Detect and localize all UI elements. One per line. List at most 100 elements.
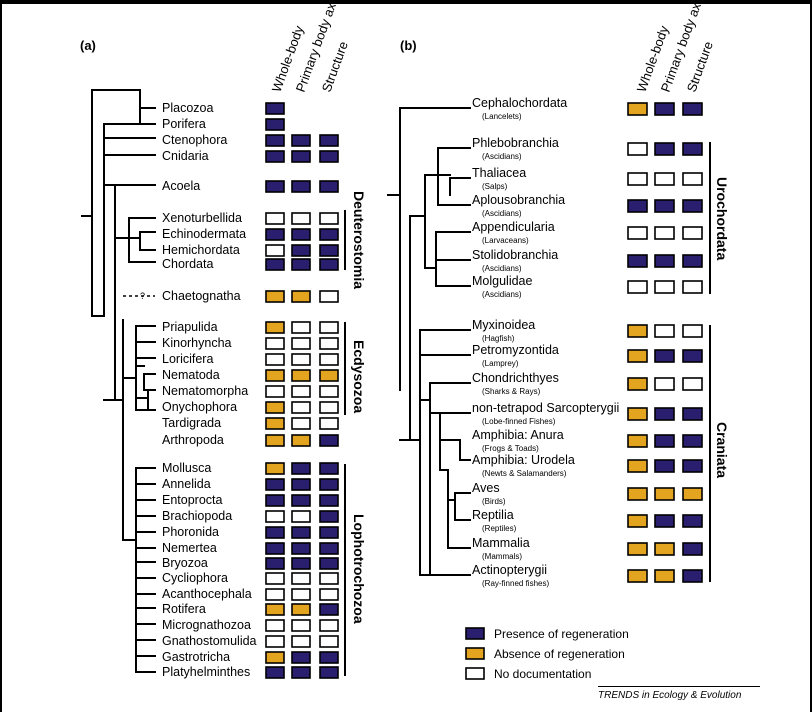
taxon-tardigrada: Tardigrada: [162, 416, 221, 430]
cell-xenoturbellida-3: [319, 212, 339, 225]
taxon-aves: Aves: [472, 481, 500, 495]
cell-hemichordata-2: [291, 244, 311, 257]
cell-amphibia-urodela-1: [627, 459, 648, 473]
cell-acanthocephala-1: [265, 588, 285, 601]
legend-label-absence-of-regeneration: Absence of regeneration: [494, 647, 625, 661]
taxon-common-myxinoidea: (Hagfish): [482, 334, 515, 343]
cell-annelida-1: [265, 478, 285, 491]
legend-label-presence-of-regeneration: Presence of regeneration: [494, 627, 629, 641]
cell-xenoturbellida-1: [265, 212, 285, 225]
cell-mollusca-3: [319, 462, 339, 475]
cell-nematomorpha-2: [291, 385, 311, 398]
cell-gastrotricha-2: [291, 651, 311, 664]
craniata-label: Craniata: [714, 422, 730, 478]
cell-acoela-3: [319, 180, 339, 193]
taxon-mollusca: Mollusca: [162, 461, 211, 475]
cell-chondrichthyes-1: [627, 377, 648, 391]
cell-myxinoidea-2: [654, 324, 675, 338]
cell-micrognathozoa-2: [291, 619, 311, 632]
cell-brachiopoda-1: [265, 510, 285, 523]
cell-onychophora-3: [319, 401, 339, 414]
taxon-common-reptilia: (Reptiles): [482, 524, 517, 533]
taxon-gastrotricha: Gastrotricha: [162, 650, 230, 664]
cell-micrognathozoa-3: [319, 619, 339, 632]
taxon-common-actinopterygii: (Ray-finned fishes): [482, 579, 549, 588]
cell-amphibia-anura-2: [654, 434, 675, 448]
cell-reptilia-2: [654, 514, 675, 528]
cell-kinorhyncha-2: [291, 337, 311, 350]
cell-non-tetrapod-sarcopterygii-3: [682, 407, 703, 421]
cell-nemertea-3: [319, 542, 339, 555]
cell-hemichordata-3: [319, 244, 339, 257]
taxon-hemichordata: Hemichordata: [162, 243, 240, 257]
cell-platyhelminthes-3: [319, 666, 339, 679]
cell-aves-2: [654, 487, 675, 501]
cell-actinopterygii-1: [627, 569, 648, 583]
cell-cnidaria-3: [319, 150, 339, 163]
cell-arthropoda-1: [265, 434, 285, 447]
taxon-common-appendicularia: (Larvaceans): [482, 236, 529, 245]
taxon-cycliophora: Cycliophora: [162, 571, 228, 585]
panel-a-label: (a): [80, 38, 96, 53]
cell-petromyzontida-2: [654, 349, 675, 363]
cell-acanthocephala-2: [291, 588, 311, 601]
taxon-amphibia-urodela: Amphibia: Urodela: [472, 453, 575, 467]
cell-loricifera-1: [265, 353, 285, 366]
cell-rotifera-3: [319, 603, 339, 616]
taxon-arthropoda: Arthropoda: [162, 433, 224, 447]
legend-label-no-documentation: No documentation: [494, 667, 591, 681]
taxon-acoela: Acoela: [162, 179, 200, 193]
cell-nematoda-2: [291, 369, 311, 382]
cell-non-tetrapod-sarcopterygii-2: [654, 407, 675, 421]
taxon-annelida: Annelida: [162, 477, 211, 491]
cell-gnathostomulida-3: [319, 635, 339, 648]
cell-onychophora-2: [291, 401, 311, 414]
cell-stolidobranchia-1: [627, 254, 648, 268]
cell-ctenophora-2: [291, 134, 311, 147]
cell-ctenophora-3: [319, 134, 339, 147]
cell-amphibia-anura-1: [627, 434, 648, 448]
cell-acanthocephala-3: [319, 588, 339, 601]
cell-rotifera-2: [291, 603, 311, 616]
cell-mammalia-3: [682, 542, 703, 556]
cell-cycliophora-3: [319, 572, 339, 585]
cell-annelida-2: [291, 478, 311, 491]
urochordata-label: Urochordata: [714, 177, 730, 260]
cell-placozoa-1: [265, 102, 285, 115]
cell-stolidobranchia-3: [682, 254, 703, 268]
panel-a-tree: [81, 89, 156, 673]
cell-chondrichthyes-3: [682, 377, 703, 391]
cell-tardigrada-2: [291, 417, 311, 430]
footer-rule: [598, 686, 760, 687]
cell-phlebobranchia-1: [627, 142, 648, 156]
taxon-thaliacea: Thaliacea: [472, 166, 526, 180]
cell-myxinoidea-1: [627, 324, 648, 338]
cell-mammalia-1: [627, 542, 648, 556]
cell-myxinoidea-3: [682, 324, 703, 338]
cell-cephalochordata-2: [654, 102, 675, 116]
cell-mollusca-2: [291, 462, 311, 475]
cell-nematomorpha-3: [319, 385, 339, 398]
cell-actinopterygii-3: [682, 569, 703, 583]
cell-aplousobranchia-1: [627, 199, 648, 213]
cell-nematoda-1: [265, 369, 285, 382]
cell-gastrotricha-1: [265, 651, 285, 664]
chaetognatha-question-mark: ?: [140, 291, 145, 301]
taxon-myxinoidea: Myxinoidea: [472, 318, 535, 332]
taxon-placozoa: Placozoa: [162, 101, 213, 115]
taxon-chaetognatha: Chaetognatha: [162, 289, 241, 303]
cell-loricifera-2: [291, 353, 311, 366]
cell-aves-3: [682, 487, 703, 501]
cell-platyhelminthes-1: [265, 666, 285, 679]
cell-tardigrada-3: [319, 417, 339, 430]
cell-priapulida-3: [319, 321, 339, 334]
cell-porifera-1: [265, 118, 285, 131]
taxon-nematoda: Nematoda: [162, 368, 220, 382]
cell-chordata-3: [319, 258, 339, 271]
cell-mollusca-1: [265, 462, 285, 475]
cell-stolidobranchia-2: [654, 254, 675, 268]
cell-chaetognatha-2: [291, 290, 311, 303]
cell-gastrotricha-3: [319, 651, 339, 664]
cell-loricifera-3: [319, 353, 339, 366]
taxon-platyhelminthes: Platyhelminthes: [162, 665, 250, 679]
